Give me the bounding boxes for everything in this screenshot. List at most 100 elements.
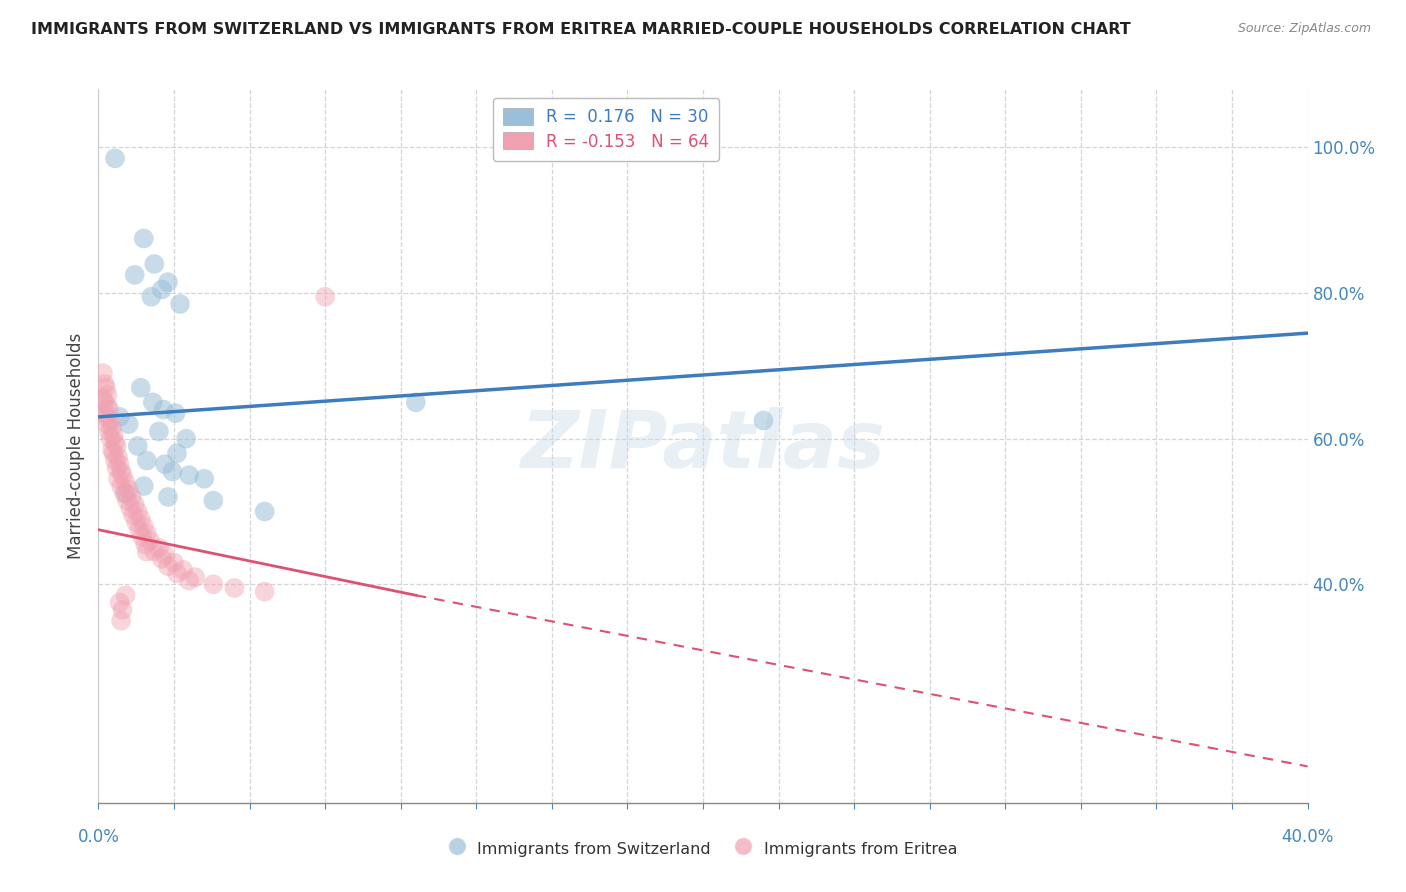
Point xyxy=(94,381,117,395)
Point xyxy=(96,388,118,402)
Point xyxy=(129,512,152,526)
Text: Source: ZipAtlas.com: Source: ZipAtlas.com xyxy=(1237,22,1371,36)
Point xyxy=(153,457,176,471)
Point xyxy=(111,603,134,617)
Point xyxy=(162,465,184,479)
Point xyxy=(122,508,145,523)
Point xyxy=(132,479,155,493)
Point xyxy=(96,399,118,413)
Point xyxy=(100,432,122,446)
Point xyxy=(142,395,165,409)
Point xyxy=(93,395,115,409)
Point xyxy=(224,581,246,595)
Point xyxy=(105,439,128,453)
Point xyxy=(129,381,152,395)
Point xyxy=(114,486,136,500)
Point xyxy=(150,552,173,566)
Point xyxy=(193,472,215,486)
Point xyxy=(166,446,188,460)
Point xyxy=(111,468,134,483)
Point xyxy=(148,425,170,439)
Point xyxy=(134,537,156,551)
Text: 0.0%: 0.0% xyxy=(77,829,120,847)
Point xyxy=(152,402,174,417)
Point xyxy=(104,435,127,450)
Point xyxy=(156,559,179,574)
Point xyxy=(98,425,121,439)
Point xyxy=(94,409,117,424)
Point xyxy=(101,421,124,435)
Point xyxy=(96,417,118,432)
Point xyxy=(100,413,122,427)
Point xyxy=(105,460,128,475)
Point xyxy=(174,432,197,446)
Point xyxy=(114,475,136,490)
Point xyxy=(143,257,166,271)
Point xyxy=(91,392,114,406)
Point xyxy=(108,596,131,610)
Point xyxy=(104,152,127,166)
Point xyxy=(121,490,143,504)
Point xyxy=(118,417,141,432)
Point xyxy=(253,584,276,599)
Point xyxy=(107,472,129,486)
Point xyxy=(202,493,225,508)
Point xyxy=(108,409,131,424)
Point xyxy=(156,275,179,289)
Point xyxy=(156,490,179,504)
Point xyxy=(110,465,132,479)
Point xyxy=(405,395,427,409)
Point xyxy=(150,282,173,296)
Point xyxy=(131,530,153,544)
Point xyxy=(153,548,176,562)
Point xyxy=(179,468,201,483)
Point xyxy=(112,486,135,500)
Point xyxy=(148,541,170,555)
Point xyxy=(135,544,157,558)
Point xyxy=(127,504,149,518)
Point xyxy=(128,523,150,537)
Point xyxy=(104,453,127,467)
Point xyxy=(118,483,141,497)
Point xyxy=(101,442,124,457)
Point xyxy=(141,290,163,304)
Point xyxy=(103,428,125,442)
Point xyxy=(93,406,115,420)
Point xyxy=(124,268,146,282)
Point xyxy=(125,516,148,530)
Text: IMMIGRANTS FROM SWITZERLAND VS IMMIGRANTS FROM ERITREA MARRIED-COUPLE HOUSEHOLDS: IMMIGRANTS FROM SWITZERLAND VS IMMIGRANT… xyxy=(31,22,1130,37)
Point xyxy=(165,406,187,420)
Point xyxy=(93,377,115,392)
Y-axis label: Married-couple Households: Married-couple Households xyxy=(66,333,84,559)
Point xyxy=(169,297,191,311)
Point xyxy=(139,533,162,548)
Point xyxy=(172,563,194,577)
Point xyxy=(202,577,225,591)
Point xyxy=(110,614,132,628)
Point xyxy=(98,402,121,417)
Point xyxy=(115,493,138,508)
Point xyxy=(114,588,136,602)
Point xyxy=(108,457,131,471)
Point xyxy=(135,526,157,541)
Point xyxy=(124,497,146,511)
Point xyxy=(166,566,188,581)
Legend: Immigrants from Switzerland, Immigrants from Eritrea: Immigrants from Switzerland, Immigrants … xyxy=(440,830,966,866)
Point xyxy=(107,450,129,464)
Point xyxy=(132,231,155,245)
Point xyxy=(143,544,166,558)
Point xyxy=(752,413,775,427)
Point xyxy=(120,500,142,515)
Point xyxy=(184,570,207,584)
Point xyxy=(132,519,155,533)
Point xyxy=(110,479,132,493)
Point xyxy=(253,504,276,518)
Point xyxy=(179,574,201,588)
Point xyxy=(163,556,186,570)
Point xyxy=(91,366,114,380)
Point xyxy=(135,453,157,467)
Point xyxy=(314,290,336,304)
Point xyxy=(103,446,125,460)
Text: 40.0%: 40.0% xyxy=(1281,829,1334,847)
Point xyxy=(127,439,149,453)
